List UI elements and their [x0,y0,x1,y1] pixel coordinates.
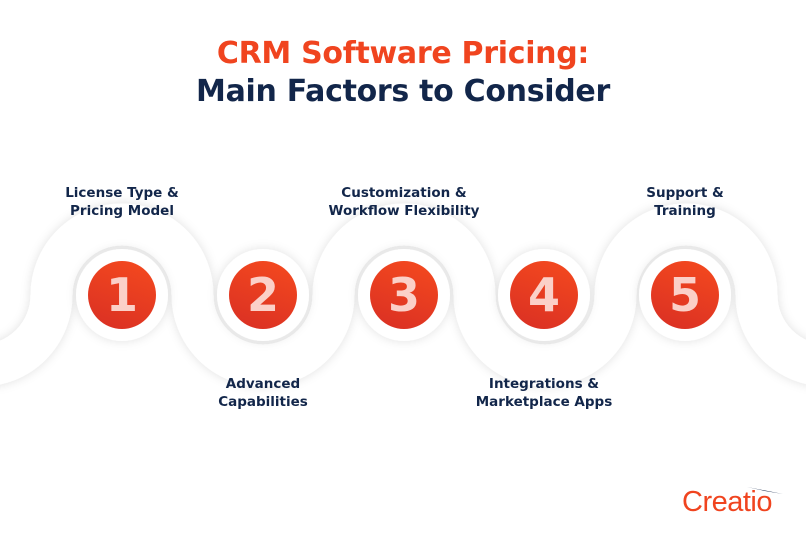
title-line-2: Main Factors to Consider [196,74,610,109]
step-label-line-2: Workflow Flexibility [328,203,480,219]
step-label-line-2: Capabilities [218,394,308,410]
step-label-line-2: Training [654,203,716,219]
step-label-line-1: Advanced [225,376,301,392]
step-label-5: Support & Training [595,184,775,220]
step-number-1: 1 [88,261,156,329]
step-number-4: 4 [510,261,578,329]
logo-swoosh-icon [747,487,783,494]
step-label-line-1: License Type & [65,185,179,201]
step-label-2: Advanced Capabilities [173,375,353,411]
step-label-line-2: Pricing Model [70,203,174,219]
step-number-2: 2 [229,261,297,329]
title-line-1: CRM Software Pricing: [216,36,590,71]
step-label-line-1: Support & [646,185,724,201]
creatio-logo: Creatio [682,486,773,518]
step-number-5: 5 [651,261,719,329]
step-label-3: Customization & Workflow Flexibility [314,184,494,220]
step-label-line-2: Marketplace Apps [475,394,613,410]
step-label-4: Integrations & Marketplace Apps [454,375,634,411]
step-label-line-1: Integrations & [488,376,600,392]
step-label-1: License Type & Pricing Model [32,184,212,220]
step-number-3: 3 [370,261,438,329]
step-label-line-1: Customization & [341,185,467,201]
